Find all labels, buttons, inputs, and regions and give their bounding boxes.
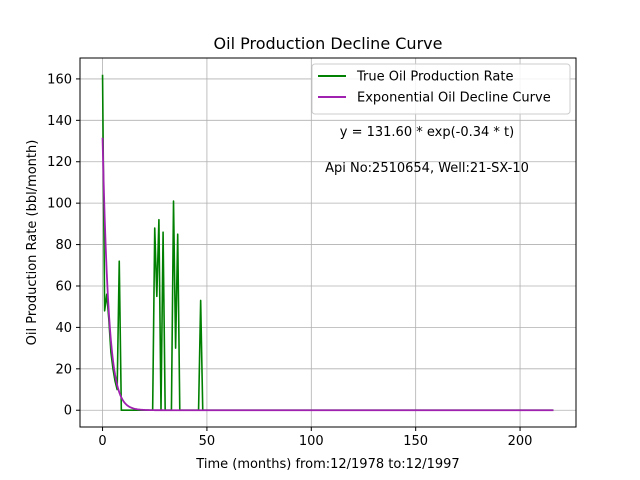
y-tick-label: 40 <box>55 321 72 336</box>
y-tick-label: 120 <box>47 155 72 170</box>
y-axis-label: Oil Production Rate (bbl/month) <box>25 140 40 346</box>
y-tick-label: 0 <box>64 404 72 419</box>
x-tick-label: 100 <box>299 434 324 449</box>
chart-title: Oil Production Decline Curve <box>214 34 443 53</box>
legend-label-exponential-fit: Exponential Oil Decline Curve <box>357 91 551 106</box>
x-tick-label: 50 <box>199 434 216 449</box>
x-tick-label: 0 <box>98 434 106 449</box>
y-tick-label: 20 <box>55 362 72 377</box>
x-tick-label: 150 <box>403 434 428 449</box>
fit-equation-annotation: y = 131.60 * exp(-0.34 * t) <box>340 125 514 140</box>
y-tick-label: 140 <box>47 114 72 129</box>
y-tick-label: 100 <box>47 197 72 212</box>
y-tick-label: 80 <box>55 238 72 253</box>
well-info-annotation: Api No:2510654, Well:21-SX-10 <box>325 161 529 176</box>
legend: True Oil Production Rate Exponential Oil… <box>312 64 570 114</box>
x-tick-label: 200 <box>508 434 533 449</box>
x-axis-label: Time (months) from:12/1978 to:12/1997 <box>195 457 459 472</box>
y-tick-label: 60 <box>55 279 72 294</box>
legend-label-true-rate: True Oil Production Rate <box>356 70 513 85</box>
y-tick-label: 160 <box>47 72 72 87</box>
